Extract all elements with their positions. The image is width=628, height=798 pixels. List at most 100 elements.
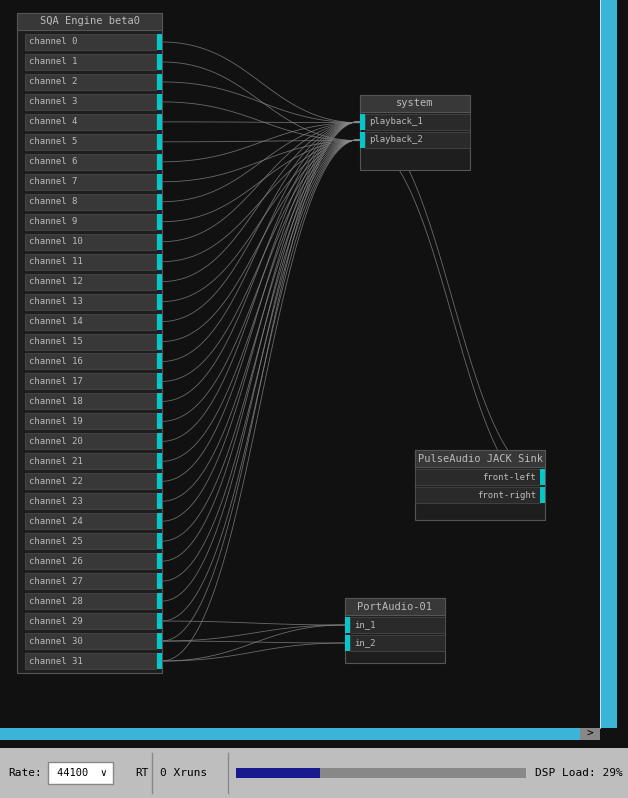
FancyBboxPatch shape bbox=[157, 314, 162, 330]
FancyBboxPatch shape bbox=[25, 613, 156, 629]
FancyBboxPatch shape bbox=[157, 54, 162, 70]
FancyBboxPatch shape bbox=[365, 132, 470, 148]
Text: playback_1: playback_1 bbox=[369, 117, 423, 127]
Text: channel 15: channel 15 bbox=[29, 337, 83, 346]
FancyBboxPatch shape bbox=[157, 613, 162, 629]
FancyBboxPatch shape bbox=[25, 154, 156, 170]
FancyBboxPatch shape bbox=[25, 174, 156, 190]
Text: >: > bbox=[587, 729, 593, 739]
Text: playback_2: playback_2 bbox=[369, 136, 423, 144]
Text: channel 7: channel 7 bbox=[29, 177, 77, 186]
FancyBboxPatch shape bbox=[25, 593, 156, 609]
FancyBboxPatch shape bbox=[25, 653, 156, 669]
FancyBboxPatch shape bbox=[157, 354, 162, 369]
FancyBboxPatch shape bbox=[360, 95, 470, 170]
FancyBboxPatch shape bbox=[157, 154, 162, 170]
FancyBboxPatch shape bbox=[360, 114, 365, 130]
FancyBboxPatch shape bbox=[157, 274, 162, 290]
FancyBboxPatch shape bbox=[25, 274, 156, 290]
Text: channel 28: channel 28 bbox=[29, 597, 83, 606]
Text: channel 21: channel 21 bbox=[29, 456, 83, 466]
Text: channel 16: channel 16 bbox=[29, 357, 83, 366]
FancyBboxPatch shape bbox=[157, 214, 162, 230]
Text: front-right: front-right bbox=[477, 491, 536, 500]
FancyBboxPatch shape bbox=[25, 334, 156, 350]
Text: channel 25: channel 25 bbox=[29, 537, 83, 546]
FancyBboxPatch shape bbox=[25, 74, 156, 90]
Text: channel 2: channel 2 bbox=[29, 77, 77, 86]
FancyBboxPatch shape bbox=[157, 413, 162, 429]
Text: channel 26: channel 26 bbox=[29, 557, 83, 566]
Text: channel 10: channel 10 bbox=[29, 237, 83, 246]
Text: channel 20: channel 20 bbox=[29, 437, 83, 446]
FancyBboxPatch shape bbox=[48, 762, 113, 784]
Text: PortAudio-01: PortAudio-01 bbox=[357, 602, 433, 611]
FancyBboxPatch shape bbox=[365, 114, 470, 130]
FancyBboxPatch shape bbox=[157, 553, 162, 569]
FancyBboxPatch shape bbox=[17, 13, 162, 673]
Text: channel 0: channel 0 bbox=[29, 38, 77, 46]
FancyBboxPatch shape bbox=[157, 234, 162, 250]
FancyBboxPatch shape bbox=[157, 453, 162, 469]
FancyBboxPatch shape bbox=[25, 473, 156, 489]
FancyBboxPatch shape bbox=[25, 194, 156, 210]
FancyBboxPatch shape bbox=[157, 653, 162, 669]
FancyBboxPatch shape bbox=[25, 453, 156, 469]
FancyBboxPatch shape bbox=[25, 373, 156, 389]
FancyBboxPatch shape bbox=[360, 132, 365, 148]
FancyBboxPatch shape bbox=[415, 450, 545, 467]
Text: channel 23: channel 23 bbox=[29, 497, 83, 506]
FancyBboxPatch shape bbox=[25, 114, 156, 130]
FancyBboxPatch shape bbox=[25, 54, 156, 70]
FancyBboxPatch shape bbox=[345, 598, 445, 615]
Text: in_1: in_1 bbox=[354, 621, 376, 630]
FancyBboxPatch shape bbox=[157, 373, 162, 389]
FancyBboxPatch shape bbox=[25, 294, 156, 310]
Text: channel 19: channel 19 bbox=[29, 417, 83, 426]
FancyBboxPatch shape bbox=[345, 598, 445, 663]
FancyBboxPatch shape bbox=[157, 194, 162, 210]
Text: channel 3: channel 3 bbox=[29, 97, 77, 106]
FancyBboxPatch shape bbox=[157, 433, 162, 449]
Text: 0 Xruns: 0 Xruns bbox=[160, 768, 207, 778]
FancyBboxPatch shape bbox=[25, 413, 156, 429]
Text: Rate:: Rate: bbox=[8, 768, 41, 778]
Text: channel 4: channel 4 bbox=[29, 117, 77, 126]
FancyBboxPatch shape bbox=[540, 487, 545, 503]
Text: channel 14: channel 14 bbox=[29, 317, 83, 326]
FancyBboxPatch shape bbox=[157, 593, 162, 609]
Text: front-left: front-left bbox=[482, 472, 536, 481]
Text: channel 18: channel 18 bbox=[29, 397, 83, 406]
FancyBboxPatch shape bbox=[157, 174, 162, 190]
Text: PulseAudio JACK Sink: PulseAudio JACK Sink bbox=[418, 453, 543, 464]
Text: channel 17: channel 17 bbox=[29, 377, 83, 386]
Text: channel 9: channel 9 bbox=[29, 217, 77, 226]
Text: channel 12: channel 12 bbox=[29, 277, 83, 286]
Text: channel 31: channel 31 bbox=[29, 657, 83, 666]
Text: channel 6: channel 6 bbox=[29, 157, 77, 166]
Text: channel 13: channel 13 bbox=[29, 297, 83, 306]
FancyBboxPatch shape bbox=[17, 13, 162, 30]
FancyBboxPatch shape bbox=[157, 334, 162, 350]
FancyBboxPatch shape bbox=[360, 95, 470, 112]
FancyBboxPatch shape bbox=[157, 294, 162, 310]
Text: channel 11: channel 11 bbox=[29, 257, 83, 267]
FancyBboxPatch shape bbox=[0, 728, 600, 740]
FancyBboxPatch shape bbox=[157, 493, 162, 509]
FancyBboxPatch shape bbox=[25, 533, 156, 549]
Text: 44100  ∨: 44100 ∨ bbox=[57, 768, 107, 778]
FancyBboxPatch shape bbox=[345, 617, 350, 633]
FancyBboxPatch shape bbox=[25, 513, 156, 529]
Text: channel 30: channel 30 bbox=[29, 637, 83, 646]
FancyBboxPatch shape bbox=[25, 134, 156, 150]
Text: channel 24: channel 24 bbox=[29, 517, 83, 526]
Text: channel 5: channel 5 bbox=[29, 137, 77, 146]
FancyBboxPatch shape bbox=[600, 0, 617, 728]
FancyBboxPatch shape bbox=[350, 617, 445, 633]
FancyBboxPatch shape bbox=[157, 393, 162, 409]
FancyBboxPatch shape bbox=[25, 314, 156, 330]
FancyBboxPatch shape bbox=[25, 493, 156, 509]
FancyBboxPatch shape bbox=[236, 768, 526, 778]
Text: channel 22: channel 22 bbox=[29, 476, 83, 486]
Text: system: system bbox=[396, 98, 434, 109]
